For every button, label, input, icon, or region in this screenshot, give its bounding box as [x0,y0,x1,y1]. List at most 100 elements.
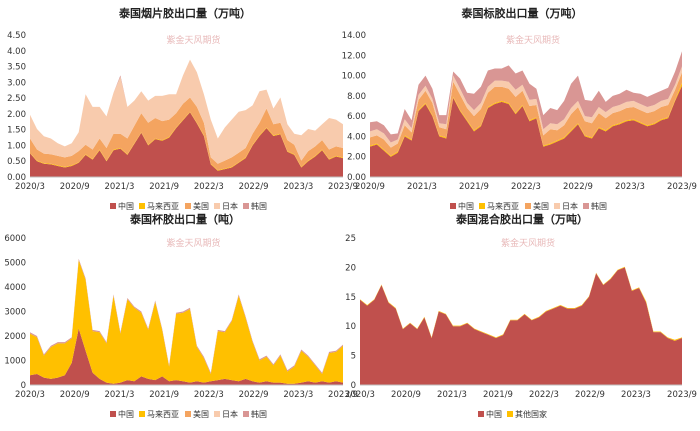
series-area-0 [360,267,682,385]
series-area-3 [30,59,343,164]
x-tick-label: 2022/3 [529,390,559,400]
y-tick-label: 8.00 [347,92,366,102]
y-tick-label: 3000 [4,308,26,318]
x-tick-label: 2022/3 [194,182,224,192]
legend-swatch [185,411,191,417]
x-tick-label: 2020/9 [60,182,90,192]
x-tick-label: 2023/9 [667,390,697,400]
legend-swatch [525,203,531,209]
chart-compound-rubber: 泰国混合胶出口量（万吨） 紫金天风期货 0 5 10 15 20 25 2020/3 2020/… [345,212,697,419]
legend-swatch [450,203,456,209]
series-area-1 [30,260,343,384]
x-tick-label: 2023/3 [615,182,645,192]
y-tick-label: 6.00 [347,112,366,122]
legend-swatch [214,411,220,417]
y-tick-label: 0 [21,381,26,391]
legend-label: 日本 [222,201,238,211]
y-tick-label: 4.00 [7,47,26,57]
y-tick-label: 2.00 [7,110,26,120]
chart-smoked-sheet: 泰国烟片胶出口量（万吨） 紫金天风期货 0.00 0.50 1.00 1.50 2.00 2… [7,6,358,211]
y-tick-label: 2000 [4,332,26,342]
y-tick-label: 2.50 [7,94,26,104]
y-tick-label: 14.00 [342,31,366,41]
y-tick-label: 0 [351,381,356,391]
x-tick-label: 2021/9 [459,182,489,192]
y-tick-label: 12.00 [342,51,366,61]
y-tick-label: 25 [345,234,356,244]
x-tick-label: 2021/9 [149,390,179,400]
watermark: 紫金天风期货 [501,237,555,249]
y-tick-label: 10.00 [342,72,366,82]
x-tick-label: 2023/3 [621,390,651,400]
x-tick-label: 2022/3 [194,390,224,400]
legend-swatch [554,203,560,209]
y-tick-label: 4.00 [347,132,366,142]
series-area-3 [370,66,682,148]
x-tick-label: 2022/9 [239,182,269,192]
y-tick-label: 4000 [4,283,26,293]
series-area-4 [370,51,682,143]
legend-label: 日本 [562,201,578,211]
x-tick-label: 2022/9 [575,390,605,400]
chart-title: 泰国烟片胶出口量（万吨） [118,6,251,20]
y-tick-label: 1000 [4,357,26,367]
legend-label: 韩国 [251,409,267,419]
legend-swatch [507,411,513,417]
legend-swatch [243,411,249,417]
legend-swatch [139,203,145,209]
legend-swatch [139,411,145,417]
series-area-0 [30,328,343,385]
y-tick-label: 10 [345,322,356,332]
series-area-2 [370,72,682,156]
y-tick-label: 0.00 [347,173,366,183]
x-tick-label: 2022/9 [239,390,269,400]
x-tick-label: 2021/3 [104,390,134,400]
x-tick-label: 2023/9 [328,390,358,400]
legend-label: 韩国 [591,201,607,211]
legend-swatch [214,203,220,209]
x-tick-label: 2023/3 [283,390,313,400]
chart-title: 泰国混合胶出口量（万吨） [455,212,588,226]
y-tick-label: 20 [345,263,356,273]
y-tick-label: 5000 [4,259,26,269]
series-area-0 [30,112,343,177]
y-tick-label: 0.50 [7,157,26,167]
legend-label: 美国 [193,201,209,211]
x-tick-label: 2022/3 [511,182,541,192]
legend-swatch [243,203,249,209]
y-tick-label: 0.00 [7,173,26,183]
x-tick-label: 2023/9 [667,182,697,192]
y-tick-label: 1.50 [7,126,26,136]
legend-swatch [583,203,589,209]
legend-label: 中国 [118,201,134,211]
watermark: 紫金天风期货 [167,34,221,46]
chart-title: 泰国杯胶出口量（吨） [129,212,240,226]
legend-label: 马来西亚 [147,410,179,419]
legend-swatch [185,203,191,209]
x-tick-label: 2020/9 [60,390,90,400]
x-tick-label: 2020/9 [391,390,421,400]
y-tick-label: 1.00 [7,141,26,151]
y-tick-label: 5 [351,352,356,362]
legend-swatch [478,411,484,417]
legend-label: 美国 [533,201,549,211]
x-tick-label: 2020/9 [355,182,385,192]
chart-block-rubber: 泰国标胶出口量（万吨） 紫金天风期货 0.00 2.00 4.00 6.00 8.00 10… [342,6,697,211]
x-tick-label: 2023/9 [328,182,358,192]
x-tick-label: 2021/3 [437,390,467,400]
legend-swatch [110,411,116,417]
chart-title: 泰国标胶出口量（万吨） [461,6,583,20]
legend-label: 日本 [222,409,238,419]
legend-label: 中国 [486,409,502,419]
legend-label: 马来西亚 [487,202,519,211]
y-tick-label: 3.00 [7,78,26,88]
legend-swatch [110,203,116,209]
y-tick-label: 2.00 [347,153,366,163]
x-tick-label: 2021/3 [104,182,134,192]
legend-label: 其他国家 [515,409,547,419]
legend-label: 美国 [193,409,209,419]
x-tick-label: 2023/3 [283,182,313,192]
y-tick-label: 15 [345,293,356,303]
watermark: 紫金天风期货 [167,237,221,249]
